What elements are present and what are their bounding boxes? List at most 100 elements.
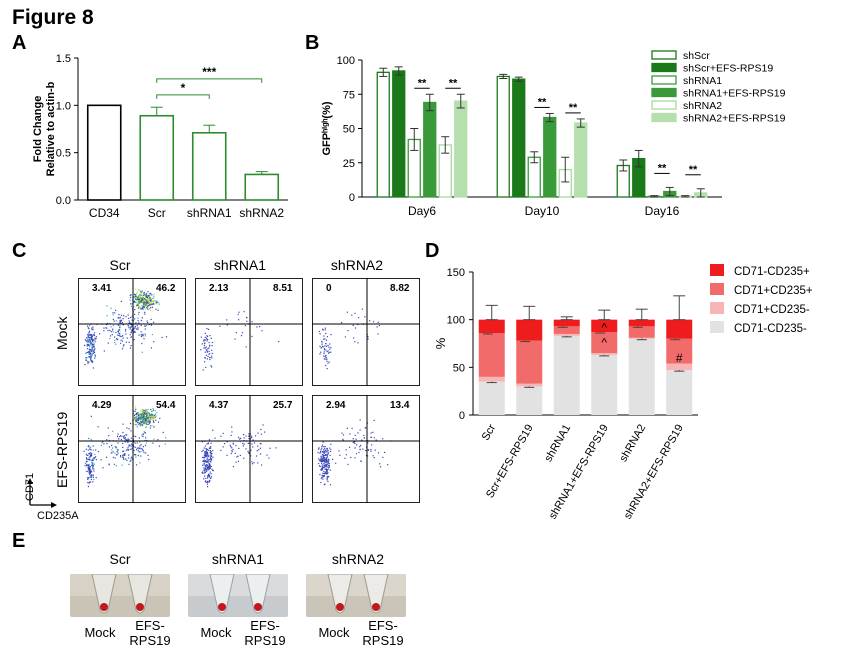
flow-event-dot: [143, 301, 145, 303]
flow-event-dot: [134, 301, 136, 303]
flow-event-dot: [143, 292, 145, 295]
flow-plot-frame: [78, 395, 186, 503]
flow-event-dot: [119, 325, 121, 327]
flow-event-dot: [328, 459, 330, 461]
flow-event-dot: [89, 471, 91, 474]
flow-event-dot: [92, 339, 94, 342]
flow-event-dot: [145, 301, 147, 303]
flow-event-dot: [130, 458, 132, 460]
legend-swatch: [651, 50, 677, 60]
flow-event-dot: [259, 447, 261, 449]
flow-event-dot: [122, 423, 124, 425]
flow-event-dot: [150, 298, 152, 300]
flow-event-dot: [317, 451, 319, 454]
flow-event-dot: [206, 358, 209, 360]
flow-event-dot: [149, 292, 151, 295]
flow-event-dot: [324, 462, 326, 464]
flow-event-dot: [117, 317, 120, 319]
flow-event-dot: [130, 460, 132, 462]
flow-event-dot: [212, 469, 214, 471]
flow-event-dot: [129, 334, 131, 336]
flow-event-dot: [135, 301, 137, 303]
flow-event-dot: [207, 453, 209, 455]
flow-event-dot: [327, 453, 329, 455]
flow-event-dot: [324, 457, 326, 459]
flow-event-dot: [320, 449, 322, 451]
flow-event-dot: [88, 463, 90, 466]
flow-event-dot: [322, 451, 324, 453]
flow-event-dot: [206, 327, 208, 330]
flow-event-dot: [354, 457, 356, 459]
flow-event-dot: [322, 458, 324, 460]
flow-event-dot: [93, 457, 95, 459]
flow-event-dot: [206, 451, 209, 454]
flow-event-dot: [327, 461, 330, 463]
stacked-segment-cd71-cd235-: [478, 319, 505, 334]
flow-event-dot: [119, 342, 122, 344]
flow-event-dot: [208, 347, 210, 349]
flow-event-dot: [92, 349, 94, 351]
flow-event-dot: [89, 473, 91, 475]
tube-label-mock-shrna1: Mock: [200, 625, 232, 640]
flow-event-dot: [130, 443, 133, 445]
figure-title: Figure 8: [12, 6, 94, 29]
flow-event-dot: [244, 325, 246, 327]
flow-event-dot: [144, 325, 146, 327]
flow-event-dot: [357, 432, 359, 434]
x-tick-label: Scr: [480, 422, 499, 443]
flow-event-dot: [88, 348, 90, 350]
flow-event-dot: [145, 420, 147, 423]
flow-event-dot: [157, 421, 160, 423]
flow-event-dot: [143, 303, 146, 305]
flow-event-dot: [141, 422, 143, 424]
flow-event-dot: [141, 291, 143, 293]
y-tick-label: 100: [447, 315, 465, 327]
flow-event-dot: [123, 459, 125, 461]
flow-event-dot: [142, 333, 144, 335]
flow-event-dot: [321, 343, 323, 345]
flow-event-dot: [144, 300, 146, 302]
flow-event-dot: [149, 295, 151, 297]
flow-event-dot: [150, 408, 152, 411]
flow-event-dot: [87, 340, 89, 343]
flow-event-dot: [93, 332, 96, 334]
flow-event-dot: [372, 431, 374, 433]
flow-event-dot: [370, 432, 372, 434]
y-tick-label: 100: [337, 55, 355, 67]
flow-event-dot: [321, 467, 323, 469]
flow-event-dot: [139, 302, 141, 304]
flow-event-dot: [139, 419, 141, 421]
stacked-segment-cd71-cd235-: [553, 333, 580, 336]
flow-quadrant-ul-value: 4.37: [209, 400, 229, 411]
flow-event-dot: [135, 322, 137, 324]
flow-event-dot: [115, 447, 117, 449]
flow-event-dot: [122, 446, 124, 449]
flow-event-dot: [153, 426, 155, 428]
flow-event-dot: [92, 476, 94, 479]
flow-event-dot: [252, 446, 254, 448]
flow-event-dot: [238, 311, 240, 313]
flow-event-dot: [153, 418, 155, 420]
flow-event-dot: [324, 327, 326, 329]
flow-event-dot: [211, 453, 213, 455]
flow-event-dot: [328, 464, 330, 467]
flow-event-dot: [127, 447, 129, 449]
flow-event-dot: [208, 350, 210, 352]
flow-event-dot: [207, 348, 209, 350]
flow-event-dot: [245, 435, 247, 437]
flow-event-dot: [145, 419, 147, 421]
stacked-segment-cd71-cd235-: [516, 383, 543, 387]
flow-event-dot: [206, 483, 209, 485]
flow-event-dot: [145, 421, 147, 424]
flow-event-dot: [129, 299, 131, 301]
flow-event-dot: [151, 294, 153, 296]
flow-event-dot: [325, 357, 328, 359]
flow-event-dot: [117, 452, 119, 454]
flow-event-dot: [260, 433, 262, 435]
flow-event-dot: [116, 435, 119, 438]
flow-event-dot: [206, 454, 208, 457]
flow-event-dot: [93, 345, 95, 348]
flow-event-dot: [143, 431, 145, 433]
flow-event-dot: [327, 476, 329, 478]
flow-event-dot: [205, 346, 207, 348]
